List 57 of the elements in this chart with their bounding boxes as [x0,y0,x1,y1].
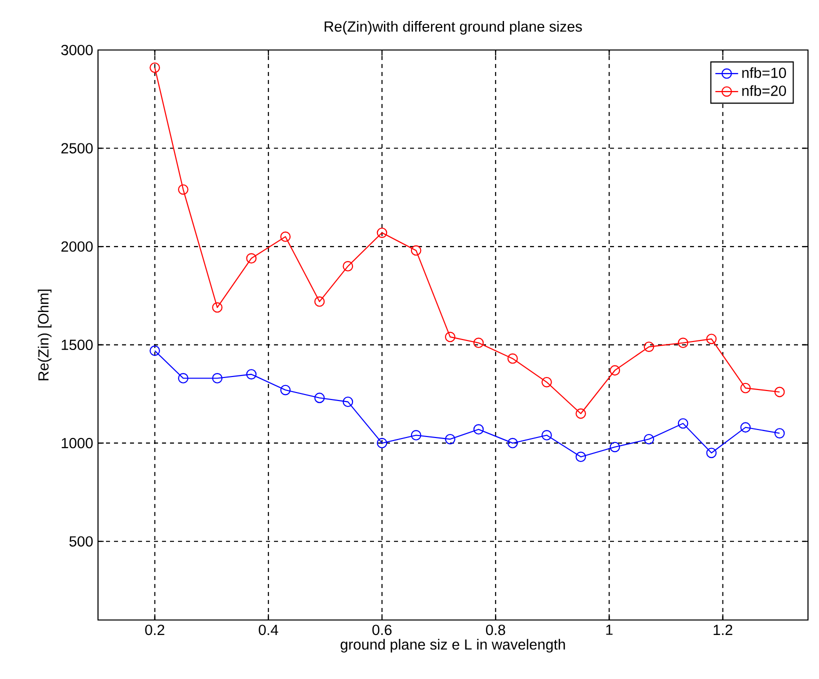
point [507,353,518,364]
point [644,342,654,352]
point [706,448,717,458]
point [542,430,552,440]
point [473,338,484,348]
point [740,382,751,394]
point [774,386,785,398]
point [410,245,422,256]
point [212,373,222,384]
x-tick-label: 1.2 [714,624,732,635]
point [376,438,388,448]
point [178,373,188,384]
point [740,422,751,433]
point [576,408,586,419]
point [507,438,518,448]
x-tick-label: 0.2 [145,624,164,636]
y-tick-label: 500 [69,536,93,547]
point [246,253,257,264]
point [342,396,354,408]
chart-title: Re(Zin)with different ground plane sizes [324,20,582,35]
legend-label: nfb=20 [742,85,786,96]
point [473,424,484,435]
point [444,434,456,444]
point [178,184,188,195]
x-tick-label: 0.6 [372,624,392,636]
y-tick-label: 3000 [61,44,93,56]
point [280,232,291,242]
point [150,346,160,356]
point [774,428,785,438]
point [610,365,620,376]
y-tick-label: 2500 [61,143,93,154]
point [150,62,160,73]
point [706,334,717,344]
y-tick-label: 1500 [62,340,93,350]
x-tick-label: 0.8 [486,624,506,636]
y-axis-title: Re(Zin) [Ohm] [38,290,52,380]
legend-label: nfb=10 [742,67,786,78]
point [678,418,688,429]
point [444,332,456,342]
point [212,302,222,313]
point [314,392,325,404]
point [376,228,388,238]
point [644,434,654,444]
y-tick-label: 2000 [61,241,93,252]
point [314,296,325,307]
x-tick-label: 0.4 [258,624,278,636]
x-axis-title: ground plane siz e L in wavelength [340,638,565,653]
point [576,452,586,462]
point [342,260,354,272]
point [678,338,688,348]
point [410,430,422,440]
point [280,384,291,396]
point [610,442,620,452]
point [246,369,257,380]
y-tick-label: 1000 [62,438,93,448]
point [542,376,552,388]
x-tick-label: 1 [606,624,613,635]
